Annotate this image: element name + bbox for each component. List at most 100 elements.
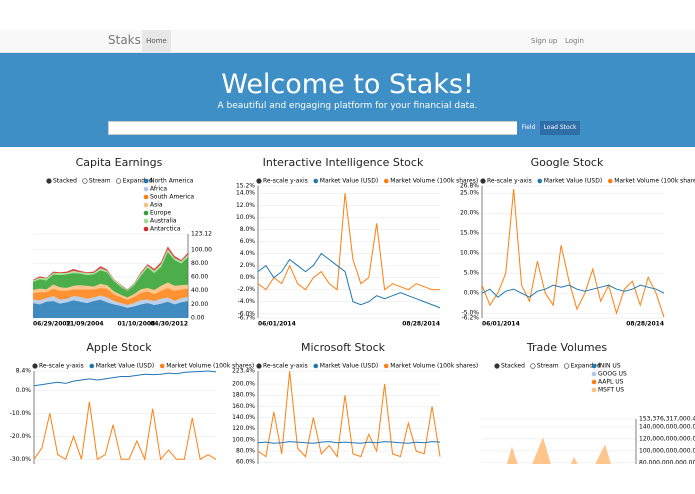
series-line (257, 193, 440, 291)
x-tick-label: 04/30/2012 (150, 321, 188, 328)
control-label: Re-scale y-axis (487, 178, 532, 185)
y-tick-label: 2.0% (240, 262, 256, 269)
y-tick-label: 180.0% (232, 392, 255, 399)
x-tick-label: 08/28/2014 (626, 321, 664, 328)
y-tick-label: 80.00 (191, 260, 208, 267)
legend-label: Market Volume (100k shares) (390, 178, 478, 185)
stacked-area (33, 295, 188, 308)
y-tick-label: 8.4% (16, 368, 32, 375)
y-tick-label: 4.0% (240, 250, 256, 257)
legend-label: Antarctica (150, 226, 181, 233)
series-line (481, 189, 665, 318)
field-button[interactable]: Field (517, 121, 540, 135)
y-tick-label: -10.0% (10, 410, 32, 417)
x-tick-label: 06/01/2014 (258, 321, 296, 328)
legend-label: Market Volume (100k shares) (166, 363, 254, 370)
panel-title: Apple Stock (86, 341, 152, 354)
stacked-area (33, 299, 188, 318)
control-label: Expanded (123, 178, 153, 185)
login-link[interactable]: Login (565, 37, 584, 45)
panel-title: Capita Earnings (76, 156, 163, 169)
legend-label: GOOG US (598, 371, 627, 378)
brand[interactable]: Staks (108, 33, 141, 47)
y-tick-label: 60.0% (236, 459, 255, 464)
y-tick-label: 14.0% (236, 190, 255, 197)
control-dot (564, 363, 570, 369)
y-tick-label: 0.0% (240, 274, 256, 281)
y-tick-label: -20.0% (10, 433, 32, 440)
control-dot (530, 363, 536, 369)
control-dot (256, 178, 262, 184)
series-line (481, 284, 665, 298)
x-tick-label: 08/28/2014 (402, 321, 440, 328)
legend-dot (143, 178, 149, 184)
legend-label: Market Volume (100k shares) (390, 363, 478, 370)
legend-dot (591, 371, 597, 377)
legend-label: Market Value (USD) (96, 363, 154, 370)
control-label: Expanded (571, 363, 601, 370)
y-tick-label: 80.0% (236, 448, 255, 455)
legend-dot (313, 178, 319, 184)
y-tick-label: -6.2% (462, 315, 480, 322)
stacked-area (33, 282, 188, 300)
control-dot (116, 178, 122, 184)
y-tick-label: 100.0% (232, 436, 255, 443)
home-tab[interactable]: Home (142, 30, 171, 52)
series-line (33, 401, 217, 462)
control-dot (32, 363, 38, 369)
y-tick-label: 5.0% (464, 270, 480, 277)
y-tick-label: 100.00 (191, 246, 212, 253)
y-tick-label: 200.0% (232, 381, 255, 388)
legend-label: North America (150, 178, 194, 185)
legend-dot (143, 210, 149, 216)
x-tick-label: 06/29/2002 (33, 321, 71, 328)
control-label: Re-scale y-axis (39, 363, 84, 370)
y-tick-label: 120.0% (232, 425, 255, 432)
control-label: Stacked (501, 363, 525, 370)
legend-label: Market Value (USD) (320, 178, 378, 185)
legend-dot (143, 186, 149, 192)
navbar: Staks Home Sign up Login (0, 30, 695, 53)
x-tick-label: 01/10/2008 (117, 321, 155, 328)
control-label: Stream (89, 178, 111, 185)
y-tick-label: 12.0% (236, 202, 255, 209)
control-dot (46, 178, 52, 184)
legend-label: Market Volume (100k shares) (614, 178, 695, 185)
load-stock-button[interactable]: Load Stock (540, 121, 580, 135)
legend-dot (591, 379, 597, 385)
legend-dot (591, 363, 597, 369)
y-tick-label: 120,000,000,000.00 (639, 435, 695, 442)
y-tick-label: 25.0% (460, 190, 479, 197)
series-line (257, 371, 441, 458)
control-label: Re-scale y-axis (263, 363, 308, 370)
legend-label: AAPL US (598, 379, 624, 386)
y-tick-label: 15.0% (460, 230, 479, 237)
legend-dot (607, 178, 613, 184)
series-line (257, 252, 441, 309)
legend-dot (537, 178, 543, 184)
legend-label: Europe (150, 210, 171, 217)
y-tick-label: 15.2% (236, 183, 255, 190)
legend-dot (143, 194, 149, 200)
y-tick-label: 8.0% (240, 226, 256, 233)
y-tick-label: 26.8% (460, 183, 479, 190)
legend-label: MSFT US (598, 387, 624, 394)
y-tick-label: 6.0% (240, 238, 256, 245)
y-tick-label: 40.00 (191, 287, 208, 294)
hero-title: Welcome to Staks! (221, 69, 474, 100)
stacked-area (33, 287, 188, 306)
sign-up-link[interactable]: Sign up (531, 37, 558, 45)
y-tick-label: 80,000,000,000.00 (639, 459, 695, 464)
x-tick-label: 06/01/2014 (482, 321, 520, 328)
legend-label: Asia (150, 202, 163, 209)
y-tick-label: 140,000,000,000.00 (639, 423, 695, 430)
search-input[interactable] (108, 121, 518, 135)
y-tick-label: 153,376,317,000.4 (639, 416, 695, 423)
legend-dot (159, 363, 165, 369)
y-tick-label: -6.7% (238, 315, 256, 322)
legend-dot (383, 178, 389, 184)
y-tick-label: -30.0% (10, 456, 32, 463)
y-tick-label: 0.0% (16, 387, 32, 394)
y-tick-label: 123.12 (191, 231, 212, 238)
